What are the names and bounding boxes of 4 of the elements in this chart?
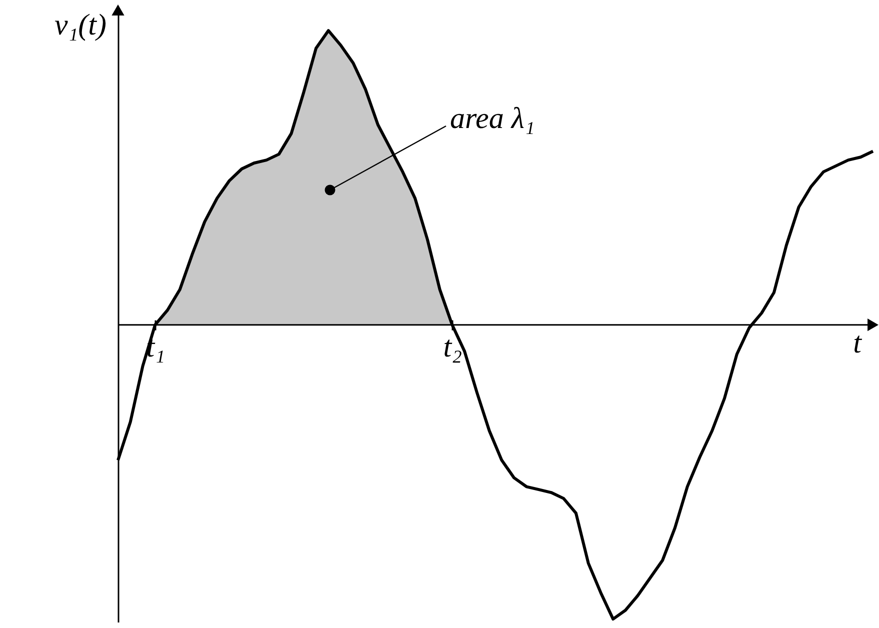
annotation: area λ₁ <box>450 102 535 135</box>
y-axis-title: v₁(t) <box>54 8 107 42</box>
x-axis-title: t <box>853 326 862 360</box>
x-tick-label: t₂ <box>443 330 462 364</box>
